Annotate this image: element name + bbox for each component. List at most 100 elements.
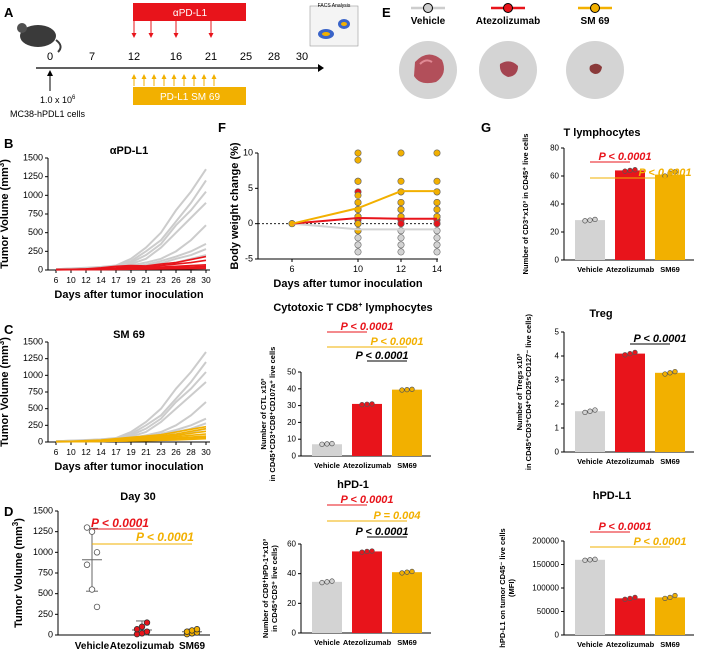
y-axis-label: hPD-L1 on tumor CD45⁻ live cells (498, 528, 507, 647)
timeline-day-label: 16 (170, 51, 182, 63)
panel-b-letter: B (4, 136, 13, 151)
y-tick-label: 150000 (532, 560, 559, 569)
data-point (83, 524, 91, 531)
weight-point (397, 177, 405, 185)
y-tick-label: 4 (555, 352, 560, 361)
p-value: P < 0.0001 (355, 526, 408, 538)
bar-point (622, 352, 628, 358)
weight-point (433, 177, 441, 185)
x-tick-label: 12 (81, 275, 91, 285)
bar-point (404, 386, 410, 393)
apdl1-treatment-label: αPD-L1 (173, 8, 208, 19)
bar-point (622, 596, 628, 602)
bar-point (627, 167, 633, 174)
apdl1-treatment-bar (133, 3, 246, 21)
bar (575, 559, 605, 635)
weight-point (433, 234, 441, 242)
y-tick-label: 500 (28, 403, 43, 413)
x-category-label: Vehicle (577, 265, 603, 274)
bar-point (667, 370, 673, 376)
weight-point (433, 241, 441, 249)
chart-title: αPD-L1 (110, 145, 149, 157)
bar-point (329, 440, 335, 447)
x-category-label: SM69 (660, 640, 680, 649)
legend-marker (423, 3, 433, 13)
weight-mean-line (291, 217, 437, 225)
x-tick-label: 26 (171, 447, 181, 457)
legend-label: SM 69 (581, 16, 610, 27)
weight-point (354, 156, 362, 164)
bar (352, 403, 382, 456)
y-axis-label: Number of CD8⁺hPD-1⁺x10³ (261, 538, 270, 638)
x-tick-label: 30 (201, 447, 211, 457)
y-tick-label: 1500 (33, 506, 53, 516)
panel-a: A αPD-L1 0 7 12 16 21 25 28 30 PD-L1 SM 69 1.0 … (4, 3, 359, 119)
chart-f-body-weight: -5 0 5 10 6 10 12 14 Days after tumor inoculatio… (229, 142, 442, 290)
bar-point (662, 371, 668, 377)
data-point (83, 561, 91, 568)
x-category-label: Atezolizumab (606, 640, 655, 649)
x-tick-label: 6 (54, 275, 59, 285)
mouse-icon (17, 23, 62, 53)
timeline-arrowhead (318, 64, 324, 72)
chart-f-hpd1: hPD-1 0 20 40 60 Vehicle Atezolizumab SM69 Numbe… (261, 479, 431, 647)
sm69-dose-arrowhead (181, 74, 187, 79)
weight-point (354, 149, 362, 157)
y-tick-label: 0 (38, 265, 43, 275)
apdl1-dose-arrowhead (148, 33, 154, 38)
treated-tumor-curve (55, 437, 207, 443)
p-value: P < 0.0001 (633, 333, 686, 345)
bar-point (399, 387, 405, 393)
bar-point (632, 594, 638, 601)
y-tick-label: 3 (555, 376, 560, 385)
x-category-label: Atezolizumab (110, 641, 174, 652)
p-value: P < 0.0001 (340, 321, 393, 333)
weight-point (433, 220, 441, 228)
x-tick-label: 14 (96, 447, 106, 457)
timeline-day-label: 30 (296, 51, 308, 63)
x-category-label: SM69 (660, 457, 680, 466)
x-category-label: Vehicle (577, 457, 603, 466)
bar-point (409, 386, 415, 392)
chart-title: T lymphocytes (563, 127, 640, 139)
x-tick-label: 28 (186, 275, 196, 285)
x-tick-label: 23 (156, 275, 166, 285)
weight-mean-line (291, 222, 437, 231)
bar-point (662, 595, 668, 601)
weight-point (354, 248, 362, 256)
data-point (193, 626, 201, 633)
bar-point (364, 401, 370, 407)
y-tick-label: 200000 (532, 537, 559, 546)
bar-point (592, 216, 598, 223)
x-tick-label: 19 (126, 447, 136, 457)
weight-point (397, 220, 405, 228)
y-tick-label: 20 (287, 418, 296, 427)
y-tick-label: 750 (28, 387, 43, 397)
chart-title: Treg (589, 308, 612, 320)
x-tick-label: 21 (141, 447, 151, 457)
bar-point (359, 549, 365, 555)
bar-point (582, 409, 588, 416)
x-tick-label: 28 (186, 447, 196, 457)
bar-point (587, 557, 593, 563)
panel-e-letter: E (382, 5, 391, 20)
sm69-treatment-bar (133, 87, 246, 105)
x-tick-label: 14 (96, 275, 106, 285)
y-axis-label: Number of CTL x10³ (259, 378, 268, 450)
y-axis-label: Number of CD3⁺x10³ in CD45⁺ live cells (521, 134, 530, 275)
y-tick-label: 5 (248, 183, 253, 193)
legend-label: Atezolizumab (476, 16, 540, 27)
x-tick-label: 21 (141, 275, 151, 285)
weight-point (354, 191, 362, 199)
chart-title: Day 30 (120, 491, 155, 503)
sm69-dose-arrowhead (211, 74, 217, 79)
facs-label: FACS Analysis (318, 3, 351, 9)
y-tick-label: 0 (248, 218, 253, 228)
y-tick-label: 1500 (23, 337, 43, 347)
bar-point (667, 594, 673, 601)
weight-point (397, 241, 405, 249)
bar-point (672, 169, 678, 175)
bar (615, 170, 645, 260)
y-tick-label: 500 (38, 588, 53, 598)
